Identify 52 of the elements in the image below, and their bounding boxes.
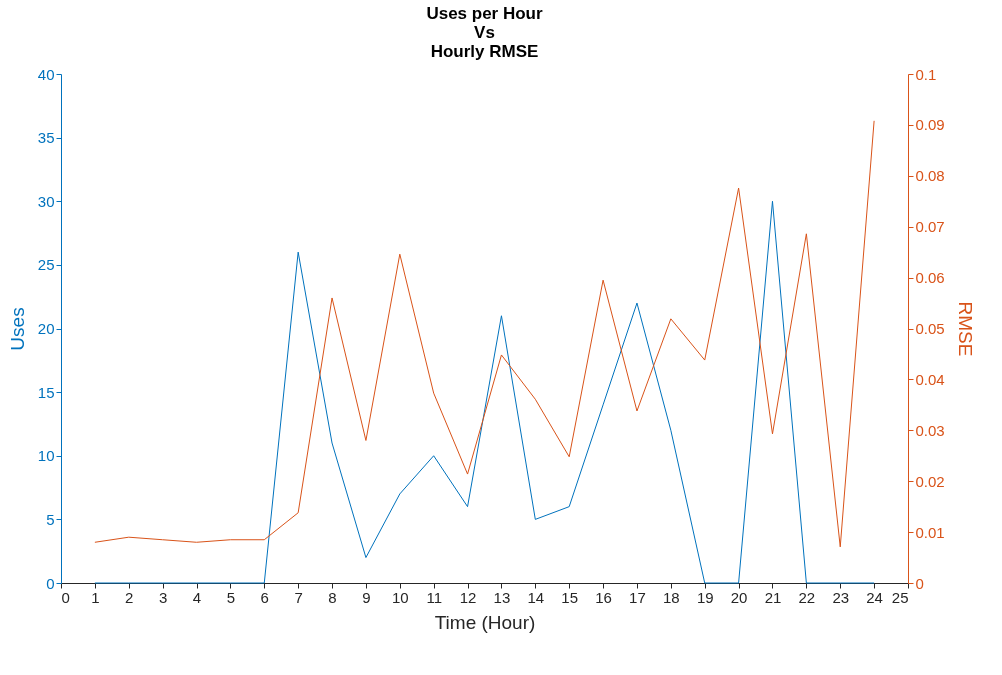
y-tick-label: 0: [46, 574, 55, 592]
x-tick-label: 6: [260, 588, 269, 606]
line-series: [94, 200, 875, 584]
x-tick-label: 4: [192, 588, 202, 606]
y2-tick-label: 0.04: [915, 370, 945, 388]
y2-tick-label: 0.07: [915, 218, 945, 236]
y2-tick-label: 0.08: [915, 167, 945, 185]
y2-tick-label: 0.05: [915, 320, 945, 337]
x-tick-label: 0: [61, 588, 70, 606]
y2-axis-title: RMSE: [954, 301, 976, 357]
y2-tick-label: 0.03: [915, 421, 945, 439]
y-tick-label: 15: [37, 383, 55, 401]
x-tick-label: 18: [663, 588, 680, 606]
y2-tick-label: 0: [915, 574, 924, 592]
x-tick-label: 17: [629, 588, 646, 606]
y2-tick-label: 0.09: [915, 116, 945, 134]
y2-tick-label: 0.01: [915, 523, 945, 541]
x-tick-label: 13: [493, 588, 511, 606]
x-tick-label: 20: [730, 588, 748, 606]
y-tick-label: 20: [37, 320, 55, 337]
y-tick-label: 35: [37, 129, 55, 147]
x-tick-label: 5: [226, 588, 236, 606]
x-tick-label: 22: [798, 588, 816, 606]
x-tick-label: 24: [866, 588, 883, 606]
x-tick-label: 19: [696, 588, 714, 606]
x-tick-label: 3: [158, 588, 168, 606]
x-tick-label: 1: [91, 588, 100, 606]
y-tick-label: 30: [37, 192, 55, 210]
y2-tick-label: 0.06: [915, 269, 945, 287]
y2-tick-label: 0.02: [915, 472, 945, 490]
x-axis-title: Time (Hour): [434, 611, 536, 633]
x-tick-label: 23: [832, 588, 850, 606]
x-tick-label: 10: [391, 588, 409, 606]
y-axis-title: Uses: [6, 307, 28, 351]
x-tick-label: 8: [328, 588, 337, 606]
chart-title: Uses per Hour Vs Hourly RMSE: [426, 4, 543, 61]
y-tick-label: 10: [37, 447, 55, 465]
x-tick-label: 25: [891, 588, 909, 606]
x-tick-label: 15: [561, 588, 579, 606]
x-tick-label: 11: [426, 588, 442, 606]
x-tick-label: 7: [294, 588, 303, 606]
y-tick-label: 40: [37, 65, 55, 83]
y-tick-label: 25: [37, 256, 55, 274]
x-tick-label: 16: [595, 588, 612, 606]
x-tick-label: 14: [527, 588, 545, 606]
x-tick-label: 2: [125, 588, 134, 606]
line-series: [94, 120, 875, 548]
y2-tick-label: 0.1: [915, 65, 937, 83]
x-tick-label: 12: [459, 588, 477, 606]
y-tick-label: 5: [46, 510, 55, 528]
x-tick-label: 9: [362, 588, 371, 606]
x-tick-label: 21: [764, 588, 782, 606]
